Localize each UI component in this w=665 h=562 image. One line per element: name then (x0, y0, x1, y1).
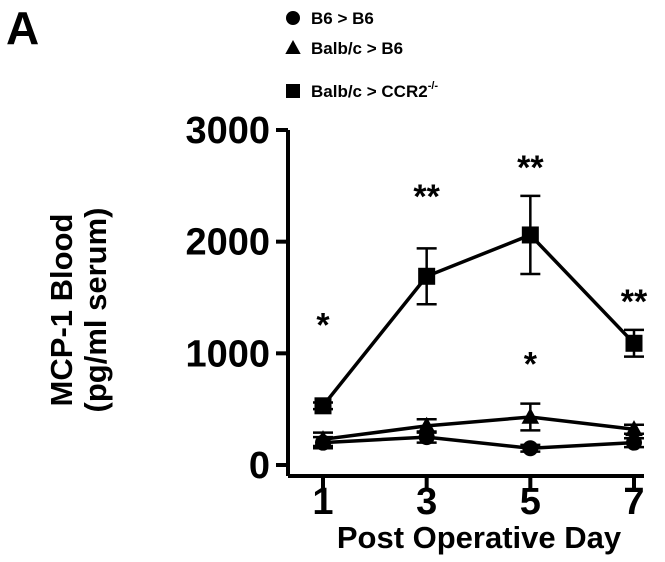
y-tick-label: 3000 (185, 110, 270, 152)
data-point (625, 420, 643, 437)
legend-item-2: Balb/c > B6 (285, 39, 403, 58)
plot-area: ******** (313, 149, 648, 457)
x-tick-label: 3 (416, 481, 437, 523)
series-line (322, 435, 635, 451)
data-point (521, 407, 540, 424)
legend-label-superscript: -/- (428, 80, 439, 92)
series-3 (313, 194, 644, 415)
significance-marker: * (316, 306, 330, 344)
legend-label: B6 > B6 (311, 9, 374, 28)
y-axis-title-line-1: MCP-1 Blood (44, 214, 79, 407)
series-line (321, 232, 636, 407)
y-axis-title: MCP-1 Blood (pg/ml serum) (44, 208, 113, 413)
data-point (626, 434, 642, 451)
legend: B6 > B6 Balb/c > B6 Balb/c > CCR2-/- (285, 9, 438, 101)
legend-marker (286, 84, 300, 98)
legend-marker (286, 11, 300, 25)
data-point (521, 226, 539, 244)
legend-label: Balb/c > B6 (311, 39, 403, 58)
data-point (625, 334, 643, 352)
legend-marker (285, 39, 301, 54)
panel-label: A (6, 2, 39, 54)
data-point (522, 440, 539, 457)
series-line (322, 415, 635, 442)
significance-marker: ** (517, 149, 544, 187)
y-tick-label: 0 (249, 445, 270, 487)
y-tick-label: 1000 (185, 333, 270, 375)
data-point (314, 430, 332, 447)
series-2 (313, 402, 644, 448)
y-axis-title-line-2: (pg/ml serum) (78, 208, 113, 413)
axes: 0 1000 2000 3000 1 3 5 7 (185, 110, 644, 523)
legend-label: Balb/c > CCR2-/- (311, 80, 438, 101)
x-tick-label: 1 (312, 481, 333, 523)
x-tick-label: 5 (520, 481, 541, 523)
legend-item-3: Balb/c > CCR2-/- (286, 80, 438, 101)
data-point (417, 416, 436, 433)
significance-marker: ** (621, 283, 648, 321)
x-tick-label: 7 (623, 481, 644, 523)
x-axis-title: Post Operative Day (337, 520, 622, 555)
significance-marker: ** (413, 178, 440, 216)
significance-marker: * (524, 345, 538, 383)
data-point (314, 397, 332, 415)
y-tick-label: 2000 (185, 222, 270, 264)
data-point (418, 267, 436, 285)
legend-item-1: B6 > B6 (286, 9, 374, 28)
